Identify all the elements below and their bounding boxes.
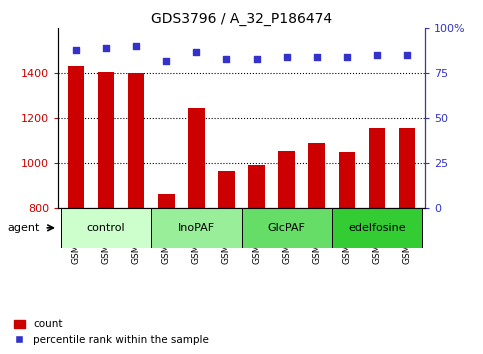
Text: GlcPAF: GlcPAF: [268, 223, 306, 233]
Point: [223, 56, 230, 62]
Bar: [332, 208, 422, 248]
Point: [102, 45, 110, 51]
Point: [313, 54, 321, 60]
Text: edelfosine: edelfosine: [348, 223, 406, 233]
Legend: count, percentile rank within the sample: count, percentile rank within the sample: [10, 315, 213, 349]
Point: [403, 52, 411, 58]
Bar: [151, 208, 242, 248]
Point: [162, 58, 170, 63]
Point: [253, 56, 260, 62]
Bar: [369, 128, 385, 208]
Bar: [248, 165, 265, 208]
Bar: [398, 128, 415, 208]
Bar: [98, 72, 114, 208]
Bar: [68, 67, 85, 208]
Point: [373, 52, 381, 58]
Bar: [309, 143, 325, 208]
Bar: [188, 108, 205, 208]
Text: control: control: [87, 223, 126, 233]
Point: [72, 47, 80, 53]
Point: [132, 44, 140, 49]
Bar: [128, 73, 144, 208]
Bar: [158, 194, 174, 208]
Title: GDS3796 / A_32_P186474: GDS3796 / A_32_P186474: [151, 12, 332, 26]
Bar: [339, 152, 355, 208]
Text: InoPAF: InoPAF: [178, 223, 215, 233]
Text: agent: agent: [8, 223, 40, 233]
Point: [193, 49, 200, 55]
Bar: [278, 151, 295, 208]
Bar: [218, 171, 235, 208]
Point: [283, 54, 290, 60]
Point: [343, 54, 351, 60]
Bar: [242, 208, 332, 248]
Bar: [61, 208, 151, 248]
